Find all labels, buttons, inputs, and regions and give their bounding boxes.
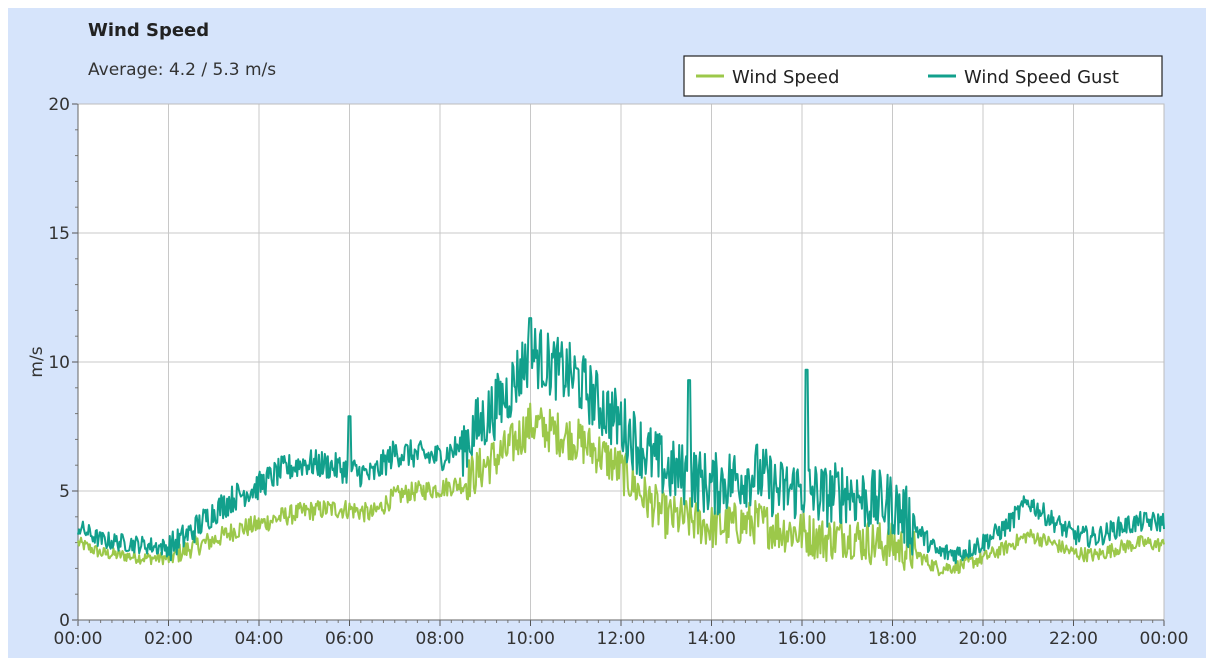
x-tick-label: 14:00 (687, 629, 736, 649)
y-tick-label: 20 (48, 95, 70, 115)
x-tick-label: 04:00 (235, 629, 284, 649)
legend-label-wind-speed-gust[interactable]: Wind Speed Gust (964, 67, 1119, 88)
legend-label-wind-speed[interactable]: Wind Speed (732, 67, 839, 88)
y-tick-label: 10 (48, 353, 70, 373)
x-tick-label: 22:00 (1049, 629, 1098, 649)
x-tick-label: 02:00 (144, 629, 193, 649)
grid-lines (78, 104, 1164, 620)
x-tick-label: 20:00 (959, 629, 1008, 649)
legend-box (683, 55, 1163, 97)
series-line-wind-speed (77, 402, 1165, 577)
x-tick-label: 06:00 (325, 629, 374, 649)
y-tick-label: 15 (48, 224, 70, 244)
y-tick-label: 5 (59, 482, 70, 502)
y-axis-label: m/s (27, 346, 47, 377)
chart-subtitle: Average: 4.2 / 5.3 m/s (88, 60, 277, 80)
x-tick-label: 08:00 (416, 629, 465, 649)
x-tick-label: 12:00 (597, 629, 646, 649)
y-tick-label: 0 (59, 611, 70, 631)
series-layer (77, 317, 1165, 577)
x-tick-label: 00:00 (54, 629, 103, 649)
legend[interactable]: Wind Speed Wind Speed Gust (683, 55, 1163, 97)
x-tick-label: 10:00 (506, 629, 555, 649)
x-tick-label: 00:00 (1140, 629, 1189, 649)
series-line-wind-speed-gust (77, 317, 1165, 564)
chart-title: Wind Speed (88, 20, 210, 41)
x-tick-label: 16:00 (778, 629, 827, 649)
x-tick-label: 18:00 (868, 629, 917, 649)
